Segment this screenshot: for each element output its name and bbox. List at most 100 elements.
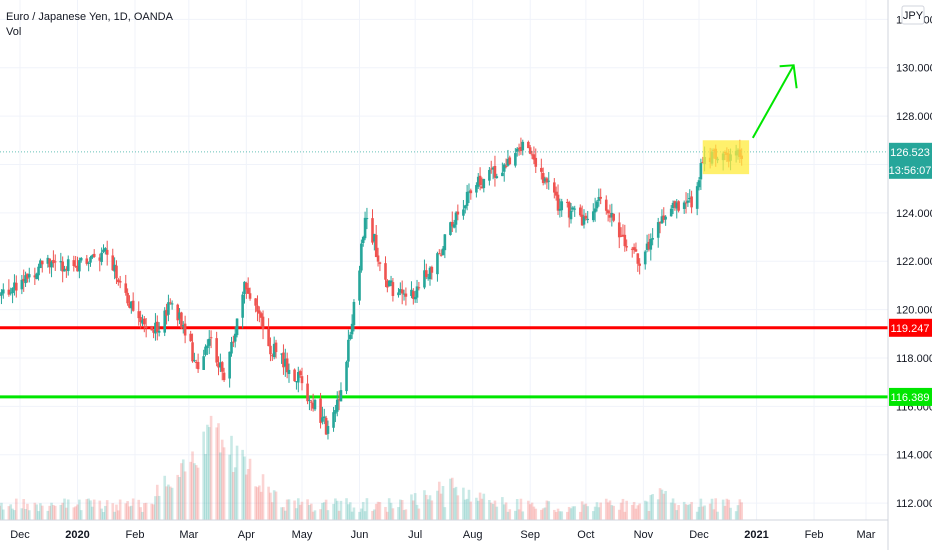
candle-body: [222, 372, 226, 381]
volume-bar: [664, 490, 667, 520]
candle-body: [215, 338, 218, 363]
volume-bar: [282, 507, 285, 520]
volume-bar: [280, 507, 283, 520]
countdown-text: 13:56:07: [889, 165, 932, 177]
consolidation-highlight-box[interactable]: [702, 140, 750, 175]
candle-body: [647, 241, 651, 250]
candle-body: [374, 234, 378, 258]
volume-bar: [53, 505, 57, 520]
candle-body: [204, 346, 207, 355]
x-tick-label: Apr: [238, 529, 255, 541]
candle-body: [91, 255, 94, 258]
volume-bar: [222, 447, 226, 520]
candle-body: [22, 278, 26, 282]
candle-body: [677, 201, 680, 211]
candle-body: [267, 328, 270, 347]
volume-bar: [738, 499, 742, 520]
y-tick-label: 118.000: [896, 353, 932, 365]
volume-bar: [599, 502, 602, 520]
volume-bar: [217, 423, 220, 520]
volume-bar: [725, 498, 729, 520]
candle-body: [7, 289, 11, 295]
candle-body: [452, 224, 456, 228]
y-tick-label: 128.000: [896, 111, 932, 123]
projection-arrow-shaft[interactable]: [751, 64, 795, 139]
volume-bar: [22, 499, 26, 520]
volume-bar: [506, 511, 510, 520]
volume-bar: [684, 504, 688, 520]
candle-body: [632, 247, 636, 251]
volume-bar: [736, 505, 740, 520]
candle-body: [580, 214, 584, 226]
volume-bar: [701, 506, 705, 520]
volume-bar: [308, 504, 311, 520]
volume-bar: [269, 492, 272, 520]
volume-bar: [643, 500, 647, 520]
candle-body: [389, 280, 393, 283]
candle-body: [554, 191, 558, 196]
volume-bar: [610, 505, 614, 520]
volume-bar: [258, 485, 261, 520]
volume-bar: [85, 499, 89, 520]
volume-bar: [350, 511, 354, 520]
candle-body: [595, 201, 599, 209]
candle-body: [137, 311, 141, 319]
volume-bar: [241, 449, 244, 520]
candle-body: [402, 293, 406, 295]
candle-body: [376, 255, 380, 262]
x-tick-label: Oct: [577, 529, 594, 541]
volume-bar: [7, 506, 11, 520]
candle-body: [35, 273, 38, 280]
volume-bar: [206, 424, 209, 520]
volume-bar: [703, 505, 706, 520]
volume-bar: [545, 500, 549, 520]
x-tick-label: May: [292, 529, 313, 541]
volume-bar: [92, 499, 96, 520]
candle-body: [209, 337, 213, 339]
candle-body: [347, 339, 350, 362]
volume-bar: [155, 484, 159, 520]
volume-bar: [493, 500, 497, 520]
volume-bar: [378, 502, 382, 520]
volume-bar: [202, 431, 205, 520]
volume-bar: [165, 486, 168, 520]
candle-body: [504, 166, 508, 168]
volume-bar: [230, 435, 233, 520]
volume-bar: [734, 511, 738, 520]
projection-arrow-head[interactable]: [779, 64, 798, 89]
volume-bar: [632, 501, 636, 520]
volume-bar: [450, 477, 454, 520]
volume-bar: [261, 474, 265, 520]
volume-bar: [389, 502, 393, 520]
volume-bar: [586, 506, 590, 520]
candle-body: [217, 363, 220, 368]
volume-bar: [593, 506, 597, 520]
candle-body: [256, 305, 259, 312]
volume-bar: [386, 511, 389, 520]
volume-bar: [141, 511, 144, 520]
volume-bar: [295, 508, 298, 520]
volume-bar: [677, 505, 680, 520]
candle-body: [567, 202, 571, 218]
candle-body: [220, 362, 224, 372]
candle-body: [295, 381, 298, 383]
candle-body: [207, 338, 211, 346]
candle-body: [476, 176, 480, 187]
currency-badge[interactable]: [901, 5, 925, 25]
candle-body: [684, 202, 688, 204]
candle-body: [170, 303, 174, 305]
volume-bar: [708, 503, 712, 520]
candle-body: [163, 310, 167, 333]
candle-body: [426, 277, 430, 279]
volume-bar: [430, 500, 434, 520]
horizontal-levels[interactable]: [0, 326, 888, 399]
candle-body: [52, 259, 55, 264]
y-tick-label: 120.000: [896, 305, 932, 317]
drawing-overlay[interactable]: [0, 64, 888, 175]
candle-body: [78, 260, 81, 272]
volume-bar: [567, 506, 571, 520]
resistance-line-price-tag: [889, 318, 932, 337]
currency-badge-label[interactable]: JPY: [903, 10, 924, 22]
volume-bar: [543, 507, 547, 520]
